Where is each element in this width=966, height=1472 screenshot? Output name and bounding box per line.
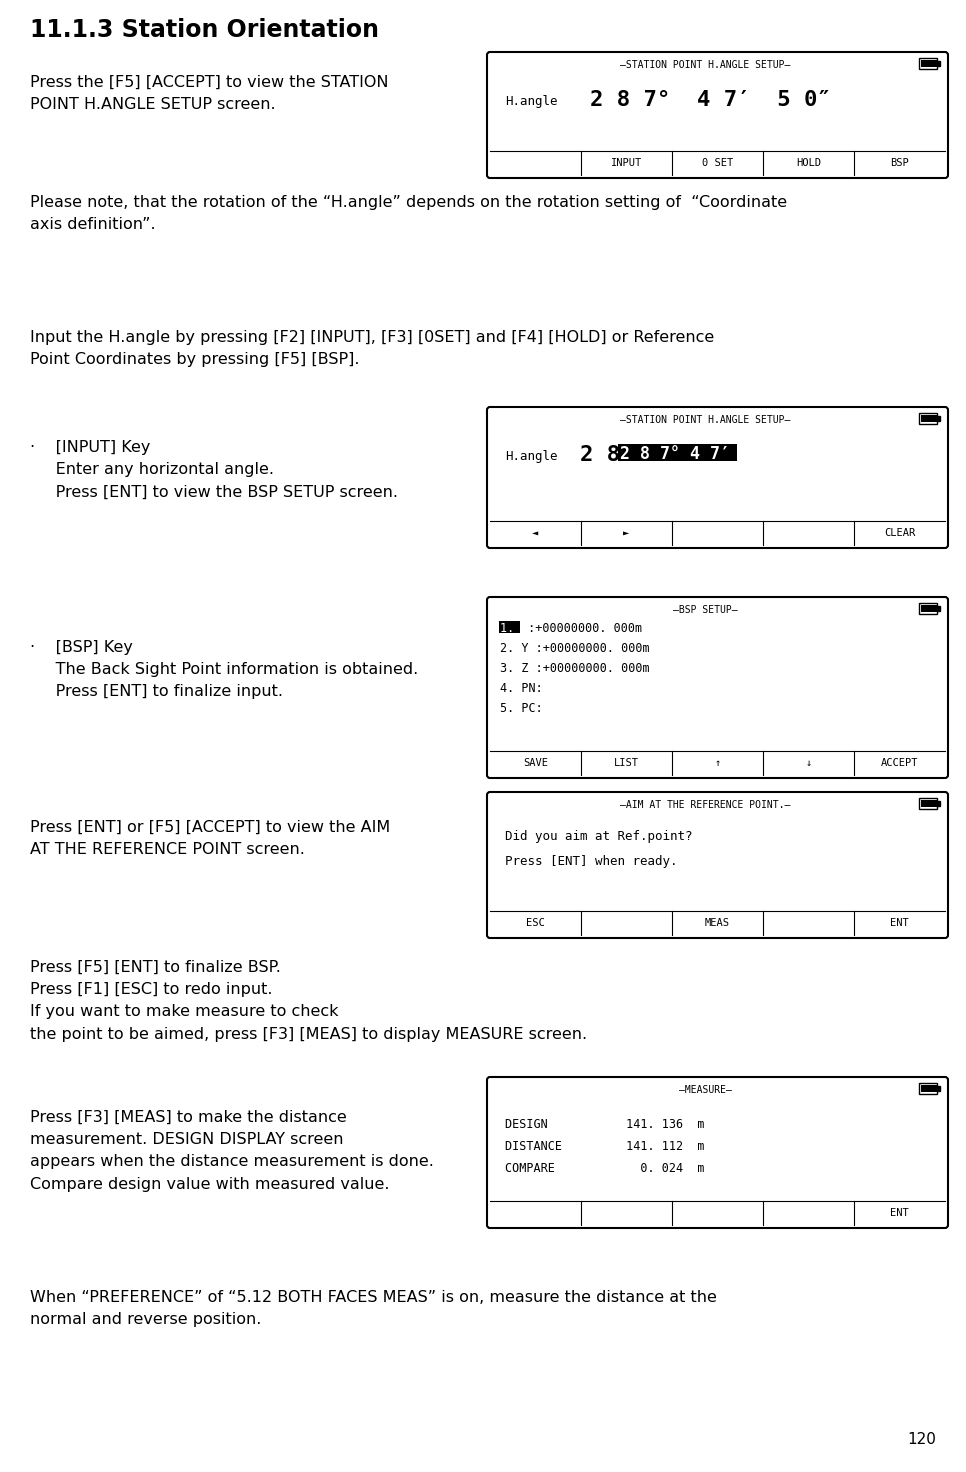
Text: Input the H.angle by pressing [F2] [INPUT], [F3] [0SET] and [F4] [HOLD] or Refer: Input the H.angle by pressing [F2] [INPU… xyxy=(30,330,714,367)
Text: H.angle: H.angle xyxy=(505,450,557,464)
Text: ·    [BSP] Key
     The Back Sight Point information is obtained.
     Press [EN: · [BSP] Key The Back Sight Point informa… xyxy=(30,640,418,699)
Bar xyxy=(499,621,520,633)
Text: COMPARE            0. 024  m: COMPARE 0. 024 m xyxy=(505,1161,704,1175)
Bar xyxy=(921,799,924,807)
Text: —MEASURE—: —MEASURE— xyxy=(679,1085,732,1095)
Text: 2 8 7° 4 7′ 5 0″: 2 8 7° 4 7′ 5 0″ xyxy=(620,445,780,464)
Bar xyxy=(921,60,924,68)
Text: 2. Y :+00000000. 000m: 2. Y :+00000000. 000m xyxy=(500,642,649,655)
Text: LIST: LIST xyxy=(614,758,639,768)
FancyBboxPatch shape xyxy=(487,1078,948,1228)
Bar xyxy=(919,414,937,424)
Bar xyxy=(929,799,932,807)
Bar xyxy=(919,604,937,614)
Bar xyxy=(925,605,928,612)
Bar xyxy=(925,799,928,807)
Text: MEAS: MEAS xyxy=(705,919,730,927)
FancyBboxPatch shape xyxy=(487,406,948,548)
Bar xyxy=(929,1085,932,1092)
Text: ESC: ESC xyxy=(526,919,545,927)
Text: DESIGN           141. 136  m: DESIGN 141. 136 m xyxy=(505,1119,704,1130)
Bar xyxy=(919,1083,937,1094)
Text: Press [ENT] when ready.: Press [ENT] when ready. xyxy=(505,855,677,868)
Bar xyxy=(933,605,936,612)
Text: ACCEPT: ACCEPT xyxy=(881,758,919,768)
Text: —STATION POINT H.ANGLE SETUP—: —STATION POINT H.ANGLE SETUP— xyxy=(620,415,791,425)
Text: :+00000000. 000m: :+00000000. 000m xyxy=(521,623,642,634)
Bar xyxy=(937,606,940,611)
Bar xyxy=(937,60,940,66)
Text: 0 SET: 0 SET xyxy=(702,158,733,168)
Bar xyxy=(919,57,937,69)
Text: Press the [F5] [ACCEPT] to view the STATION
POINT H.ANGLE SETUP screen.: Press the [F5] [ACCEPT] to view the STAT… xyxy=(30,75,388,112)
Bar xyxy=(921,605,924,612)
Bar xyxy=(925,415,928,422)
Bar xyxy=(925,1085,928,1092)
Text: Press [ENT] or [F5] [ACCEPT] to view the AIM
AT THE REFERENCE POINT screen.: Press [ENT] or [F5] [ACCEPT] to view the… xyxy=(30,820,390,857)
Bar xyxy=(933,60,936,68)
Text: BSP: BSP xyxy=(890,158,909,168)
Text: —AIM AT THE REFERENCE POINT.—: —AIM AT THE REFERENCE POINT.— xyxy=(620,799,791,810)
Text: ENT: ENT xyxy=(890,919,909,927)
Text: ►: ► xyxy=(623,528,630,537)
Text: When “PREFERENCE” of “5.12 BOTH FACES MEAS” is on, measure the distance at the
n: When “PREFERENCE” of “5.12 BOTH FACES ME… xyxy=(30,1289,717,1328)
Text: Did you aim at Ref.point?: Did you aim at Ref.point? xyxy=(505,830,693,843)
Text: 2 8 7°  4 7′  5 0″: 2 8 7° 4 7′ 5 0″ xyxy=(590,90,831,110)
Bar xyxy=(921,415,924,422)
Text: 2 8: 2 8 xyxy=(580,445,620,465)
FancyBboxPatch shape xyxy=(487,598,948,779)
Bar xyxy=(937,415,940,421)
Text: ◄: ◄ xyxy=(532,528,539,537)
Text: CLEAR: CLEAR xyxy=(884,528,915,537)
Bar xyxy=(618,445,737,461)
Bar xyxy=(925,60,928,68)
Bar xyxy=(929,60,932,68)
Text: 120: 120 xyxy=(907,1432,936,1447)
Text: ↑: ↑ xyxy=(715,758,721,768)
Text: 11.1.3 Station Orientation: 11.1.3 Station Orientation xyxy=(30,18,379,43)
Bar xyxy=(933,1085,936,1092)
Text: Please note, that the rotation of the “H.angle” depends on the rotation setting : Please note, that the rotation of the “H… xyxy=(30,194,787,233)
Text: HOLD: HOLD xyxy=(796,158,821,168)
FancyBboxPatch shape xyxy=(487,792,948,938)
Bar xyxy=(937,1086,940,1091)
Bar xyxy=(921,1085,924,1092)
FancyBboxPatch shape xyxy=(487,52,948,178)
Text: SAVE: SAVE xyxy=(523,758,548,768)
Text: 3. Z :+00000000. 000m: 3. Z :+00000000. 000m xyxy=(500,662,649,676)
Bar xyxy=(933,415,936,422)
Text: —STATION POINT H.ANGLE SETUP—: —STATION POINT H.ANGLE SETUP— xyxy=(620,60,791,71)
Bar xyxy=(929,415,932,422)
Text: 4. PN:: 4. PN: xyxy=(500,682,543,695)
Bar xyxy=(929,605,932,612)
Bar xyxy=(937,801,940,807)
Text: DISTANCE         141. 112  m: DISTANCE 141. 112 m xyxy=(505,1139,704,1153)
Text: 5. PC:: 5. PC: xyxy=(500,702,543,715)
Text: Press [F3] [MEAS] to make the distance
measurement. DESIGN DISPLAY screen
appear: Press [F3] [MEAS] to make the distance m… xyxy=(30,1110,434,1192)
Text: —BSP SETUP—: —BSP SETUP— xyxy=(673,605,738,615)
Bar xyxy=(919,798,937,810)
Text: ↓: ↓ xyxy=(806,758,811,768)
Text: INPUT: INPUT xyxy=(611,158,642,168)
Text: ENT: ENT xyxy=(890,1209,909,1217)
Text: Press [F5] [ENT] to finalize BSP.
Press [F1] [ESC] to redo input.
If you want to: Press [F5] [ENT] to finalize BSP. Press … xyxy=(30,960,587,1042)
Text: ·    [INPUT] Key
     Enter any horizontal angle.
     Press [ENT] to view the B: · [INPUT] Key Enter any horizontal angle… xyxy=(30,440,398,499)
Bar xyxy=(933,799,936,807)
Text: 1. X: 1. X xyxy=(500,623,528,634)
Text: H.angle: H.angle xyxy=(505,96,557,107)
